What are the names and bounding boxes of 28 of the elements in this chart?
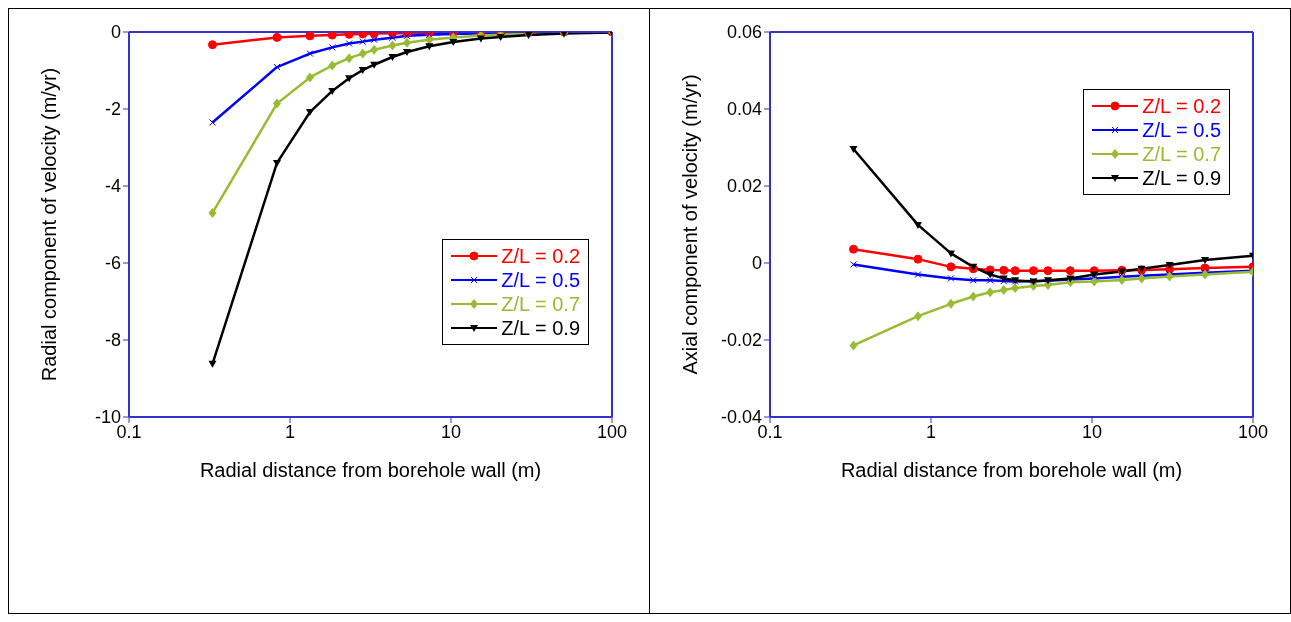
legend-label: Z/L = 0.7	[501, 292, 580, 316]
legend-label: Z/L = 0.5	[501, 268, 580, 292]
y-axis-title: Radial component of velocity (m/yr)	[38, 67, 61, 382]
y-tick-label: -8	[104, 330, 121, 351]
x-tick-label: 100	[1237, 421, 1269, 442]
y-tick-label: -4	[104, 176, 121, 197]
x-tick-label: 1	[284, 421, 296, 442]
y-tick-label: -6	[104, 253, 121, 274]
y-tick-label: -2	[104, 99, 121, 120]
y-tick-label: 0.04	[726, 99, 762, 120]
x-tick-label: 10	[440, 421, 462, 442]
legend-label: Z/L = 0.5	[1142, 118, 1221, 142]
x-axis-title: Radial distance from borehole wall (m)	[840, 459, 1183, 481]
legend-label: Z/L = 0.9	[501, 316, 580, 340]
y-axis-title: Axial component of velocity (m/yr)	[679, 74, 702, 375]
y-tick-label: 0.06	[726, 22, 762, 43]
y-tick-label: 0	[110, 22, 121, 43]
y-tick-label: -0.02	[720, 330, 762, 351]
legend-label: Z/L = 0.7	[1142, 142, 1221, 166]
x-tick-label: 100	[596, 421, 628, 442]
x-axis-title: Radial distance from borehole wall (m)	[199, 459, 542, 481]
legend-label: Z/L = 0.9	[1142, 166, 1221, 190]
y-tick-label: 0	[751, 253, 762, 274]
y-tick-label: 0.02	[726, 176, 762, 197]
x-tick-label: 1	[925, 421, 937, 442]
legend-label: Z/L = 0.2	[501, 244, 580, 268]
legend-label: Z/L = 0.2	[1142, 94, 1221, 118]
x-tick-label: 10	[1081, 421, 1103, 442]
